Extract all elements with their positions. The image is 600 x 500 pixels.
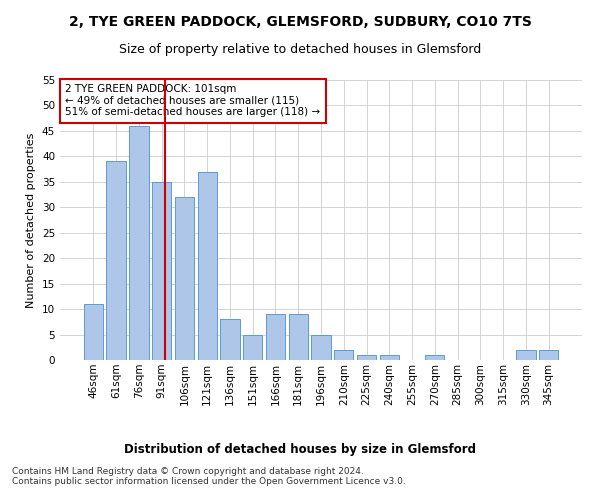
Text: 2 TYE GREEN PADDOCK: 101sqm
← 49% of detached houses are smaller (115)
51% of se: 2 TYE GREEN PADDOCK: 101sqm ← 49% of det…	[65, 84, 320, 117]
Text: Size of property relative to detached houses in Glemsford: Size of property relative to detached ho…	[119, 42, 481, 56]
Bar	[129, 126, 149, 360]
Text: Contains HM Land Registry data © Crown copyright and database right 2024.: Contains HM Land Registry data © Crown c…	[12, 467, 364, 476]
Y-axis label: Number of detached properties: Number of detached properties	[26, 132, 37, 308]
Bar	[266, 314, 285, 360]
Bar	[539, 350, 558, 360]
Bar	[425, 355, 445, 360]
Text: 2, TYE GREEN PADDOCK, GLEMSFORD, SUDBURY, CO10 7TS: 2, TYE GREEN PADDOCK, GLEMSFORD, SUDBURY…	[68, 15, 532, 29]
Bar	[84, 304, 103, 360]
Bar	[243, 334, 262, 360]
Text: Contains public sector information licensed under the Open Government Licence v3: Contains public sector information licen…	[12, 477, 406, 486]
Bar	[175, 197, 194, 360]
Text: Distribution of detached houses by size in Glemsford: Distribution of detached houses by size …	[124, 442, 476, 456]
Bar	[311, 334, 331, 360]
Bar	[380, 355, 399, 360]
Bar	[152, 182, 172, 360]
Bar	[357, 355, 376, 360]
Bar	[106, 162, 126, 360]
Bar	[197, 172, 217, 360]
Bar	[220, 320, 239, 360]
Bar	[334, 350, 353, 360]
Bar	[289, 314, 308, 360]
Bar	[516, 350, 536, 360]
